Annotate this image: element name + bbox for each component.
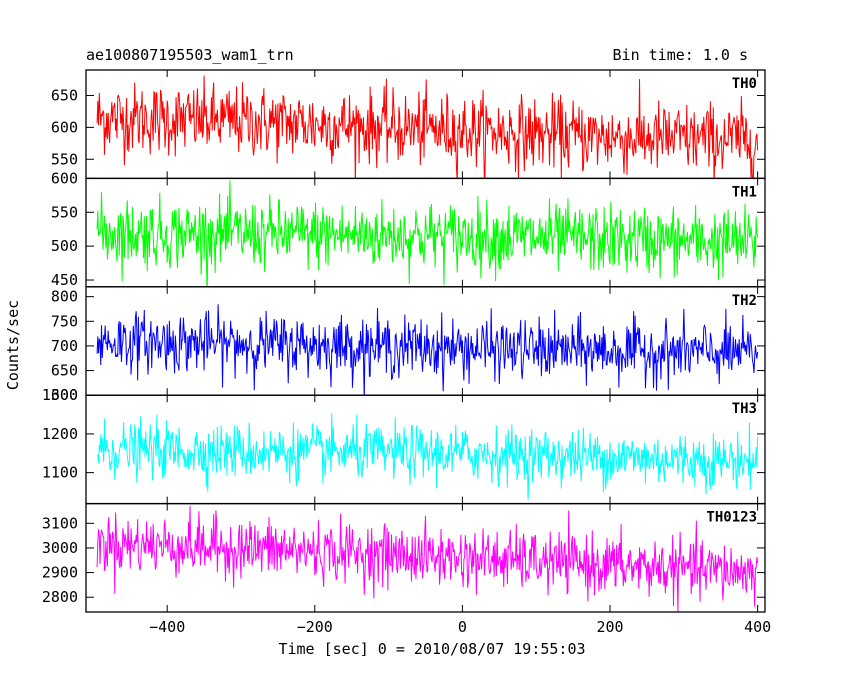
y-tick-label: 800 — [51, 288, 78, 306]
y-tick-label: 650 — [51, 87, 78, 105]
series-line-th0123 — [96, 505, 759, 613]
y-tick-label: 500 — [51, 237, 78, 255]
y-tick-label: 750 — [51, 312, 78, 330]
x-tick-label: −200 — [297, 618, 333, 636]
x-tick-label: 0 — [458, 618, 467, 636]
y-tick-label: 700 — [51, 337, 78, 355]
x-tick-label: 400 — [744, 618, 771, 636]
y-tick-label: 600 — [51, 118, 78, 136]
y-tick-label: 1300 — [42, 386, 78, 404]
y-tick-label: 650 — [51, 362, 78, 380]
y-axis-label: Counts/sec — [4, 300, 22, 390]
y-tick-label: 1100 — [42, 464, 78, 482]
x-axis: −400 −200 0 200 400 — [149, 618, 771, 636]
panel-frame — [85, 502, 766, 613]
panel-th3: 1100 1200 1300 TH3 — [42, 386, 766, 505]
y-tick-label: 550 — [51, 150, 78, 168]
y-tick-label: 600 — [51, 169, 78, 187]
bin-time-label: Bin time: 1.0 s — [613, 46, 748, 64]
panel-th0123: 2800 2900 3000 3100 TH0123 — [42, 502, 766, 613]
panels-group: 550600650TH0450500550600TH16006507007508… — [42, 69, 766, 613]
chart-title: ae100807195503_wam1_trn — [86, 46, 294, 64]
x-axis-label: Time [sec] 0 = 2010/08/07 19:55:03 — [278, 640, 585, 658]
series-line-th3 — [96, 413, 759, 500]
series-line-th0 — [96, 75, 759, 179]
y-tick-label: 600 — [51, 386, 78, 404]
panel-label-th2: TH2 — [732, 293, 757, 309]
panel-th2: 600 650 700 750 800 TH2 — [51, 286, 766, 404]
panel-label-th3: TH3 — [732, 401, 757, 417]
y-tick-label: 3000 — [42, 539, 78, 557]
x-tick-label: −400 — [149, 618, 185, 636]
panel-th1: 450 500 550 600 TH1 — [51, 169, 766, 289]
series-line-th1 — [96, 180, 759, 287]
y-tick-label: 550 — [51, 203, 78, 221]
panel-label-th1: TH1 — [732, 184, 757, 200]
series-line-th2 — [96, 304, 759, 396]
y-tick-label: 3100 — [42, 514, 78, 532]
panel-th0: 550 600 650 TH0 — [51, 69, 766, 180]
y-tick-label: 2800 — [42, 588, 78, 606]
panel-label-th0123: TH0123 — [706, 510, 757, 526]
y-tick-label: 2900 — [42, 564, 78, 582]
panel-label-th0: TH0 — [732, 76, 757, 92]
y-tick-label: 1200 — [42, 425, 78, 443]
x-tick-label: 200 — [596, 618, 623, 636]
y-tick-label: 450 — [51, 271, 78, 289]
